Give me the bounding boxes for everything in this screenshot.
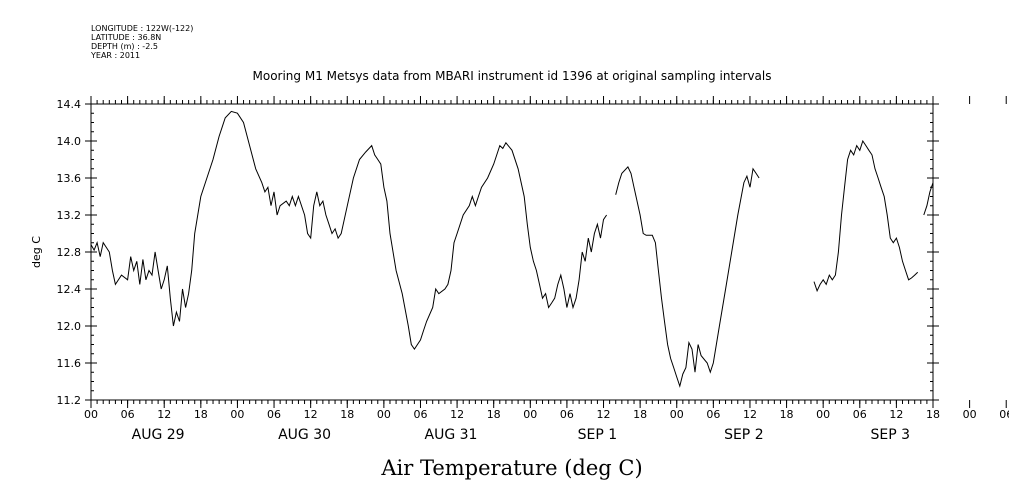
chart-title: Mooring M1 Metsys data from MBARI instru…	[253, 69, 772, 83]
x-tick-label: 06	[413, 408, 427, 421]
x-tick-label: 12	[450, 408, 464, 421]
date-label: SEP 1	[578, 427, 618, 443]
x-tick-label: 18	[194, 408, 208, 421]
date-label: SEP 2	[724, 427, 764, 443]
y-tick-label: 14.0	[57, 135, 82, 148]
series-line-segment	[90, 110, 608, 350]
x-tick-label: 12	[304, 408, 318, 421]
x-tick-label: 06	[706, 408, 720, 421]
y-tick-label: 11.2	[57, 394, 82, 407]
plot-frame	[90, 103, 934, 401]
y-tick-label: 12.4	[57, 283, 82, 296]
series-line-segment	[813, 139, 919, 293]
x-tick-label: 12	[743, 408, 757, 421]
x-tick-label: 06	[267, 408, 281, 421]
x-tick-label: 06	[853, 408, 867, 421]
date-label: AUG 29	[132, 427, 185, 443]
date-label: AUG 30	[278, 427, 331, 443]
x-tick-label: 18	[340, 408, 354, 421]
x-tick-label: 00	[963, 408, 977, 421]
x-tick-label: 00	[377, 408, 391, 421]
series-line-segment	[923, 182, 934, 216]
x-tick-label: 12	[597, 408, 611, 421]
y-tick-label: 12.8	[57, 246, 82, 259]
date-label: SEP 3	[871, 427, 911, 443]
y-tick-label: 13.2	[57, 209, 82, 222]
y-tick-label: 13.6	[57, 172, 82, 185]
header-info: LONGITUDE : 122W(-122) LATITUDE : 36.8N …	[90, 24, 193, 60]
y-axis-label: deg C	[30, 236, 43, 268]
x-tick-label: 18	[926, 408, 940, 421]
x-axis-label: Air Temperature (deg C)	[380, 456, 642, 480]
year-label: YEAR : 2011	[90, 51, 140, 60]
series-line-segment	[615, 166, 760, 388]
x-tick-label: 06	[560, 408, 574, 421]
x-tick-label: 18	[780, 408, 794, 421]
y-axis: 11.2 11.6 12.0 12.4 12.8 13.2 13.6 14.0 14.4	[57, 98, 939, 407]
longitude-label: LONGITUDE : 122W(-122)	[91, 24, 193, 33]
y-tick-label: 14.4	[57, 98, 82, 111]
x-tick-label: 00	[670, 408, 684, 421]
x-tick-label: 00	[523, 408, 537, 421]
series-air-temperature	[90, 110, 934, 388]
x-tick-label: 06	[121, 408, 135, 421]
x-tick-label: 18	[633, 408, 647, 421]
date-label: AUG 31	[425, 427, 478, 443]
x-tick-label: 12	[889, 408, 903, 421]
x-tick-label: 00	[230, 408, 244, 421]
x-tick-label: 12	[157, 408, 171, 421]
minor-ticks	[90, 100, 934, 404]
x-tick-label: 18	[487, 408, 501, 421]
y-tick-label: 12.0	[57, 320, 82, 333]
y-tick-label: 11.6	[57, 357, 82, 370]
x-axis: 00 06 12 18 00 06 12 18 00 06 12 18 00 06 12 18 00 06 12 18…	[84, 96, 1009, 421]
latitude-label: LATITUDE : 36.8N	[91, 33, 161, 42]
depth-label: DEPTH (m) : -2.5	[91, 42, 158, 51]
x-tick-label: 06	[999, 408, 1009, 421]
x-tick-label: 00	[84, 408, 98, 421]
x-tick-label: 00	[816, 408, 830, 421]
